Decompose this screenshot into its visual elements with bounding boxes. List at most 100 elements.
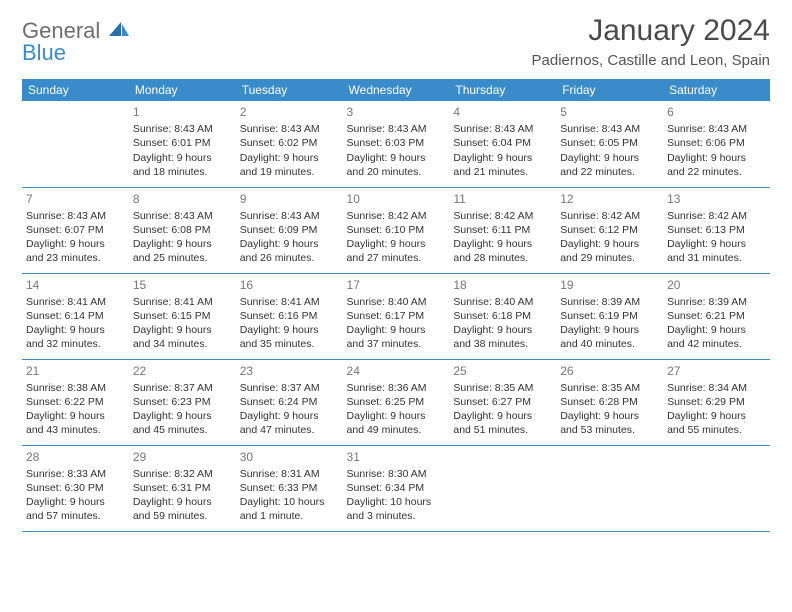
sunrise-text: Sunrise: 8:43 AM [560,122,659,136]
calendar-cell: 4Sunrise: 8:43 AMSunset: 6:04 PMDaylight… [449,101,556,187]
sunrise-text: Sunrise: 8:43 AM [347,122,446,136]
calendar-cell: 9Sunrise: 8:43 AMSunset: 6:09 PMDaylight… [236,187,343,273]
calendar-cell: 14Sunrise: 8:41 AMSunset: 6:14 PMDayligh… [22,273,129,359]
sunrise-text: Sunrise: 8:41 AM [133,295,232,309]
sunset-text: Sunset: 6:21 PM [667,309,766,323]
calendar-cell: 26Sunrise: 8:35 AMSunset: 6:28 PMDayligh… [556,359,663,445]
daylight-text: Daylight: 9 hours and 59 minutes. [133,495,232,523]
sunrise-text: Sunrise: 8:42 AM [347,209,446,223]
day-number: 20 [667,277,766,293]
calendar-cell: 10Sunrise: 8:42 AMSunset: 6:10 PMDayligh… [343,187,450,273]
calendar-cell: 29Sunrise: 8:32 AMSunset: 6:31 PMDayligh… [129,445,236,531]
sunrise-text: Sunrise: 8:42 AM [560,209,659,223]
sunrise-text: Sunrise: 8:42 AM [667,209,766,223]
sunrise-text: Sunrise: 8:35 AM [453,381,552,395]
day-number: 15 [133,277,232,293]
calendar-cell: 31Sunrise: 8:30 AMSunset: 6:34 PMDayligh… [343,445,450,531]
sunset-text: Sunset: 6:14 PM [26,309,125,323]
day-number: 2 [240,104,339,120]
sunrise-text: Sunrise: 8:43 AM [133,209,232,223]
daylight-text: Daylight: 9 hours and 40 minutes. [560,323,659,351]
day-number: 25 [453,363,552,379]
calendar-cell: 5Sunrise: 8:43 AMSunset: 6:05 PMDaylight… [556,101,663,187]
daylight-text: Daylight: 9 hours and 42 minutes. [667,323,766,351]
daylight-text: Daylight: 9 hours and 22 minutes. [667,151,766,179]
daylight-text: Daylight: 9 hours and 53 minutes. [560,409,659,437]
sunrise-text: Sunrise: 8:34 AM [667,381,766,395]
day-number: 14 [26,277,125,293]
sunrise-text: Sunrise: 8:37 AM [133,381,232,395]
sunset-text: Sunset: 6:09 PM [240,223,339,237]
daylight-text: Daylight: 9 hours and 18 minutes. [133,151,232,179]
sunset-text: Sunset: 6:06 PM [667,136,766,150]
day-number: 3 [347,104,446,120]
sunrise-text: Sunrise: 8:39 AM [667,295,766,309]
calendar-cell: 24Sunrise: 8:36 AMSunset: 6:25 PMDayligh… [343,359,450,445]
daylight-text: Daylight: 9 hours and 47 minutes. [240,409,339,437]
sunset-text: Sunset: 6:13 PM [667,223,766,237]
calendar-cell: 7Sunrise: 8:43 AMSunset: 6:07 PMDaylight… [22,187,129,273]
calendar-week: 7Sunrise: 8:43 AMSunset: 6:07 PMDaylight… [22,187,770,273]
daylight-text: Daylight: 9 hours and 28 minutes. [453,237,552,265]
sunset-text: Sunset: 6:19 PM [560,309,659,323]
calendar-week: 1Sunrise: 8:43 AMSunset: 6:01 PMDaylight… [22,101,770,187]
day-number: 6 [667,104,766,120]
calendar-cell: 23Sunrise: 8:37 AMSunset: 6:24 PMDayligh… [236,359,343,445]
sunset-text: Sunset: 6:10 PM [347,223,446,237]
day-header: Wednesday [343,79,450,101]
daylight-text: Daylight: 9 hours and 31 minutes. [667,237,766,265]
sunset-text: Sunset: 6:27 PM [453,395,552,409]
calendar-cell: 8Sunrise: 8:43 AMSunset: 6:08 PMDaylight… [129,187,236,273]
sunrise-text: Sunrise: 8:37 AM [240,381,339,395]
day-number: 5 [560,104,659,120]
sunrise-text: Sunrise: 8:36 AM [347,381,446,395]
daylight-text: Daylight: 9 hours and 21 minutes. [453,151,552,179]
calendar-table: SundayMondayTuesdayWednesdayThursdayFrid… [22,79,770,532]
day-number: 9 [240,191,339,207]
daylight-text: Daylight: 10 hours and 1 minute. [240,495,339,523]
calendar-cell: 13Sunrise: 8:42 AMSunset: 6:13 PMDayligh… [663,187,770,273]
day-number: 4 [453,104,552,120]
calendar-cell: 30Sunrise: 8:31 AMSunset: 6:33 PMDayligh… [236,445,343,531]
daylight-text: Daylight: 9 hours and 51 minutes. [453,409,552,437]
sunrise-text: Sunrise: 8:43 AM [240,122,339,136]
daylight-text: Daylight: 9 hours and 32 minutes. [26,323,125,351]
day-header: Thursday [449,79,556,101]
sunrise-text: Sunrise: 8:31 AM [240,467,339,481]
sunset-text: Sunset: 6:05 PM [560,136,659,150]
daylight-text: Daylight: 9 hours and 25 minutes. [133,237,232,265]
day-number: 27 [667,363,766,379]
calendar-cell: 19Sunrise: 8:39 AMSunset: 6:19 PMDayligh… [556,273,663,359]
daylight-text: Daylight: 9 hours and 20 minutes. [347,151,446,179]
sunset-text: Sunset: 6:22 PM [26,395,125,409]
calendar-cell: 28Sunrise: 8:33 AMSunset: 6:30 PMDayligh… [22,445,129,531]
daylight-text: Daylight: 9 hours and 23 minutes. [26,237,125,265]
day-number: 28 [26,449,125,465]
daylight-text: Daylight: 10 hours and 3 minutes. [347,495,446,523]
sunset-text: Sunset: 6:16 PM [240,309,339,323]
sunrise-text: Sunrise: 8:40 AM [453,295,552,309]
sunset-text: Sunset: 6:17 PM [347,309,446,323]
calendar-week: 21Sunrise: 8:38 AMSunset: 6:22 PMDayligh… [22,359,770,445]
daylight-text: Daylight: 9 hours and 19 minutes. [240,151,339,179]
calendar-cell: 27Sunrise: 8:34 AMSunset: 6:29 PMDayligh… [663,359,770,445]
day-number: 1 [133,104,232,120]
calendar-cell: 12Sunrise: 8:42 AMSunset: 6:12 PMDayligh… [556,187,663,273]
day-number: 22 [133,363,232,379]
sunset-text: Sunset: 6:18 PM [453,309,552,323]
calendar-cell: 16Sunrise: 8:41 AMSunset: 6:16 PMDayligh… [236,273,343,359]
sunset-text: Sunset: 6:24 PM [240,395,339,409]
sunrise-text: Sunrise: 8:43 AM [26,209,125,223]
daylight-text: Daylight: 9 hours and 45 minutes. [133,409,232,437]
day-number: 8 [133,191,232,207]
daylight-text: Daylight: 9 hours and 27 minutes. [347,237,446,265]
sunset-text: Sunset: 6:11 PM [453,223,552,237]
daylight-text: Daylight: 9 hours and 57 minutes. [26,495,125,523]
day-header: Saturday [663,79,770,101]
sunset-text: Sunset: 6:31 PM [133,481,232,495]
daylight-text: Daylight: 9 hours and 38 minutes. [453,323,552,351]
calendar-cell: 1Sunrise: 8:43 AMSunset: 6:01 PMDaylight… [129,101,236,187]
title-block: January 2024 Padiernos, Castille and Leo… [532,14,771,69]
day-number: 29 [133,449,232,465]
calendar-cell [663,445,770,531]
